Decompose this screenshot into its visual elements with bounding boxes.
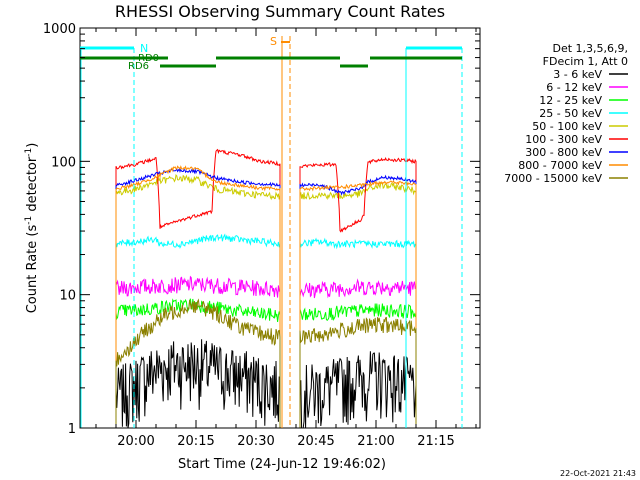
svg-text:Count Rate (s-1 detector-1): Count Rate (s-1 detector-1) — [24, 143, 40, 314]
legend-entry-label: 300 - 800 keV — [525, 146, 602, 159]
series-25-50keV — [115, 233, 417, 428]
series-300-800keV — [115, 167, 417, 428]
legend-header: FDecim 1, Att 0 — [543, 55, 628, 68]
x-tick-label: 21:00 — [357, 434, 394, 449]
n-flag-label: N — [140, 42, 148, 55]
legend-entry-label: 50 - 100 keV — [532, 120, 602, 133]
series-line — [299, 180, 417, 428]
legend-entry-label: 7000 - 15000 keV — [504, 172, 602, 185]
series-line — [115, 148, 281, 428]
rd6-flag-label: RD6 — [128, 61, 149, 72]
plot-frame — [79, 27, 481, 429]
legend-entry-label: 12 - 25 keV — [539, 94, 602, 107]
x-tick-label: 20:45 — [297, 434, 334, 449]
s-flag-label: S — [270, 35, 277, 48]
y-axis: 1 10 100 1000 — [43, 22, 480, 437]
x-axis-label: Start Time (24-Jun-12 19:46:02) — [178, 457, 386, 472]
series-line — [299, 303, 417, 428]
legend: Det 1,3,5,6,9,FDecim 1, Att 03 - 6 keV6 … — [504, 42, 628, 185]
legend-entry-label: 6 - 12 keV — [546, 81, 602, 94]
series-line — [115, 298, 281, 428]
y-tick-label: 1000 — [43, 22, 76, 37]
series-7000-15000keV — [115, 298, 417, 428]
y-tick-label: 10 — [59, 289, 76, 304]
y-axis-label: Count Rate (s-1 detector-1) — [24, 143, 40, 314]
series-12-25keV — [115, 298, 417, 428]
legend-entry-label: 25 - 50 keV — [539, 107, 602, 120]
legend-entry-label: 100 - 300 keV — [525, 133, 602, 146]
legend-header: Det 1,3,5,6,9, — [552, 42, 628, 55]
series-line — [299, 278, 417, 428]
series-line — [299, 316, 417, 428]
footer-date: 22-Oct-2021 21:43 — [560, 469, 636, 478]
series-line — [115, 167, 281, 428]
series-50-100keV — [115, 174, 417, 428]
series-6-12keV — [115, 275, 417, 428]
series-line — [115, 233, 281, 428]
legend-entry-label: 3 - 6 keV — [553, 68, 602, 81]
series-100-300keV — [115, 148, 417, 428]
rd0-flag-label: RD0 — [138, 53, 159, 64]
x-tick-label: 20:30 — [237, 434, 274, 449]
series-line — [115, 339, 281, 429]
series-line — [299, 237, 417, 428]
y-tick-label: 100 — [51, 155, 76, 170]
series-3-6keV — [115, 339, 417, 429]
chart-title: RHESSI Observing Summary Count Rates — [115, 2, 445, 21]
x-tick-label: 21:15 — [417, 434, 454, 449]
series-line — [115, 275, 281, 428]
series-line — [299, 174, 417, 428]
series-800-7000keV — [115, 165, 417, 428]
legend-entry-label: 800 - 7000 keV — [518, 159, 602, 172]
x-tick-label: 20:00 — [117, 434, 154, 449]
series-line — [115, 174, 281, 428]
series-line — [299, 182, 417, 428]
series-line — [115, 298, 281, 428]
series-line — [299, 156, 417, 428]
x-tick-label: 20:15 — [177, 434, 214, 449]
series-line — [115, 165, 281, 428]
series-line — [299, 351, 417, 429]
y-tick-label: 1 — [68, 422, 76, 437]
x-axis: 20:00 20:15 20:30 20:45 21:00 21:15 — [95, 28, 477, 449]
